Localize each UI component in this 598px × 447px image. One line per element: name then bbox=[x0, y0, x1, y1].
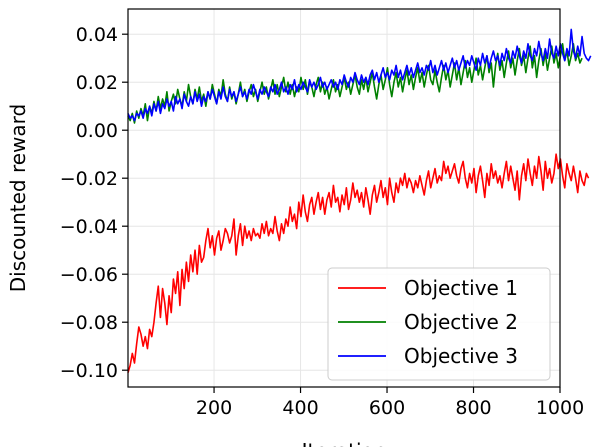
y-tick-label: −0.06 bbox=[60, 264, 118, 286]
legend-label-1: Objective 1 bbox=[404, 276, 518, 300]
y-tick-label: 0.04 bbox=[76, 24, 118, 46]
x-axis: 200 400 600 800 1000 bbox=[196, 387, 584, 419]
x-tick-label: 400 bbox=[282, 397, 318, 419]
x-tick-label: 600 bbox=[369, 397, 405, 419]
legend-label-3: Objective 3 bbox=[404, 344, 518, 368]
series-group bbox=[127, 28, 592, 373]
x-tick-label: 200 bbox=[196, 397, 232, 419]
y-tick-label: −0.04 bbox=[60, 216, 118, 238]
y-tick-label: −0.08 bbox=[60, 312, 118, 334]
legend-box bbox=[327, 267, 551, 381]
legend: Objective 1 Objective 2 Objective 3 bbox=[327, 267, 551, 381]
y-axis-label: Discounted reward bbox=[6, 104, 30, 292]
y-tick-label: −0.10 bbox=[60, 360, 118, 382]
y-tick-label: −0.02 bbox=[60, 168, 118, 190]
series-line-3 bbox=[127, 28, 592, 122]
y-axis: −0.10 −0.08 −0.06 −0.04 −0.02 0.00 0.02 0.04 bbox=[60, 24, 128, 382]
series-line-1 bbox=[127, 153, 590, 373]
legend-label-2: Objective 2 bbox=[404, 310, 518, 334]
y-tick-label: 0.00 bbox=[76, 120, 118, 142]
y-tick-label: 0.02 bbox=[76, 72, 118, 94]
x-tick-label: 1000 bbox=[536, 397, 584, 419]
x-tick-label: 800 bbox=[455, 397, 491, 419]
x-axis-label: Iteration bbox=[302, 439, 387, 447]
plot-frame bbox=[127, 8, 561, 388]
